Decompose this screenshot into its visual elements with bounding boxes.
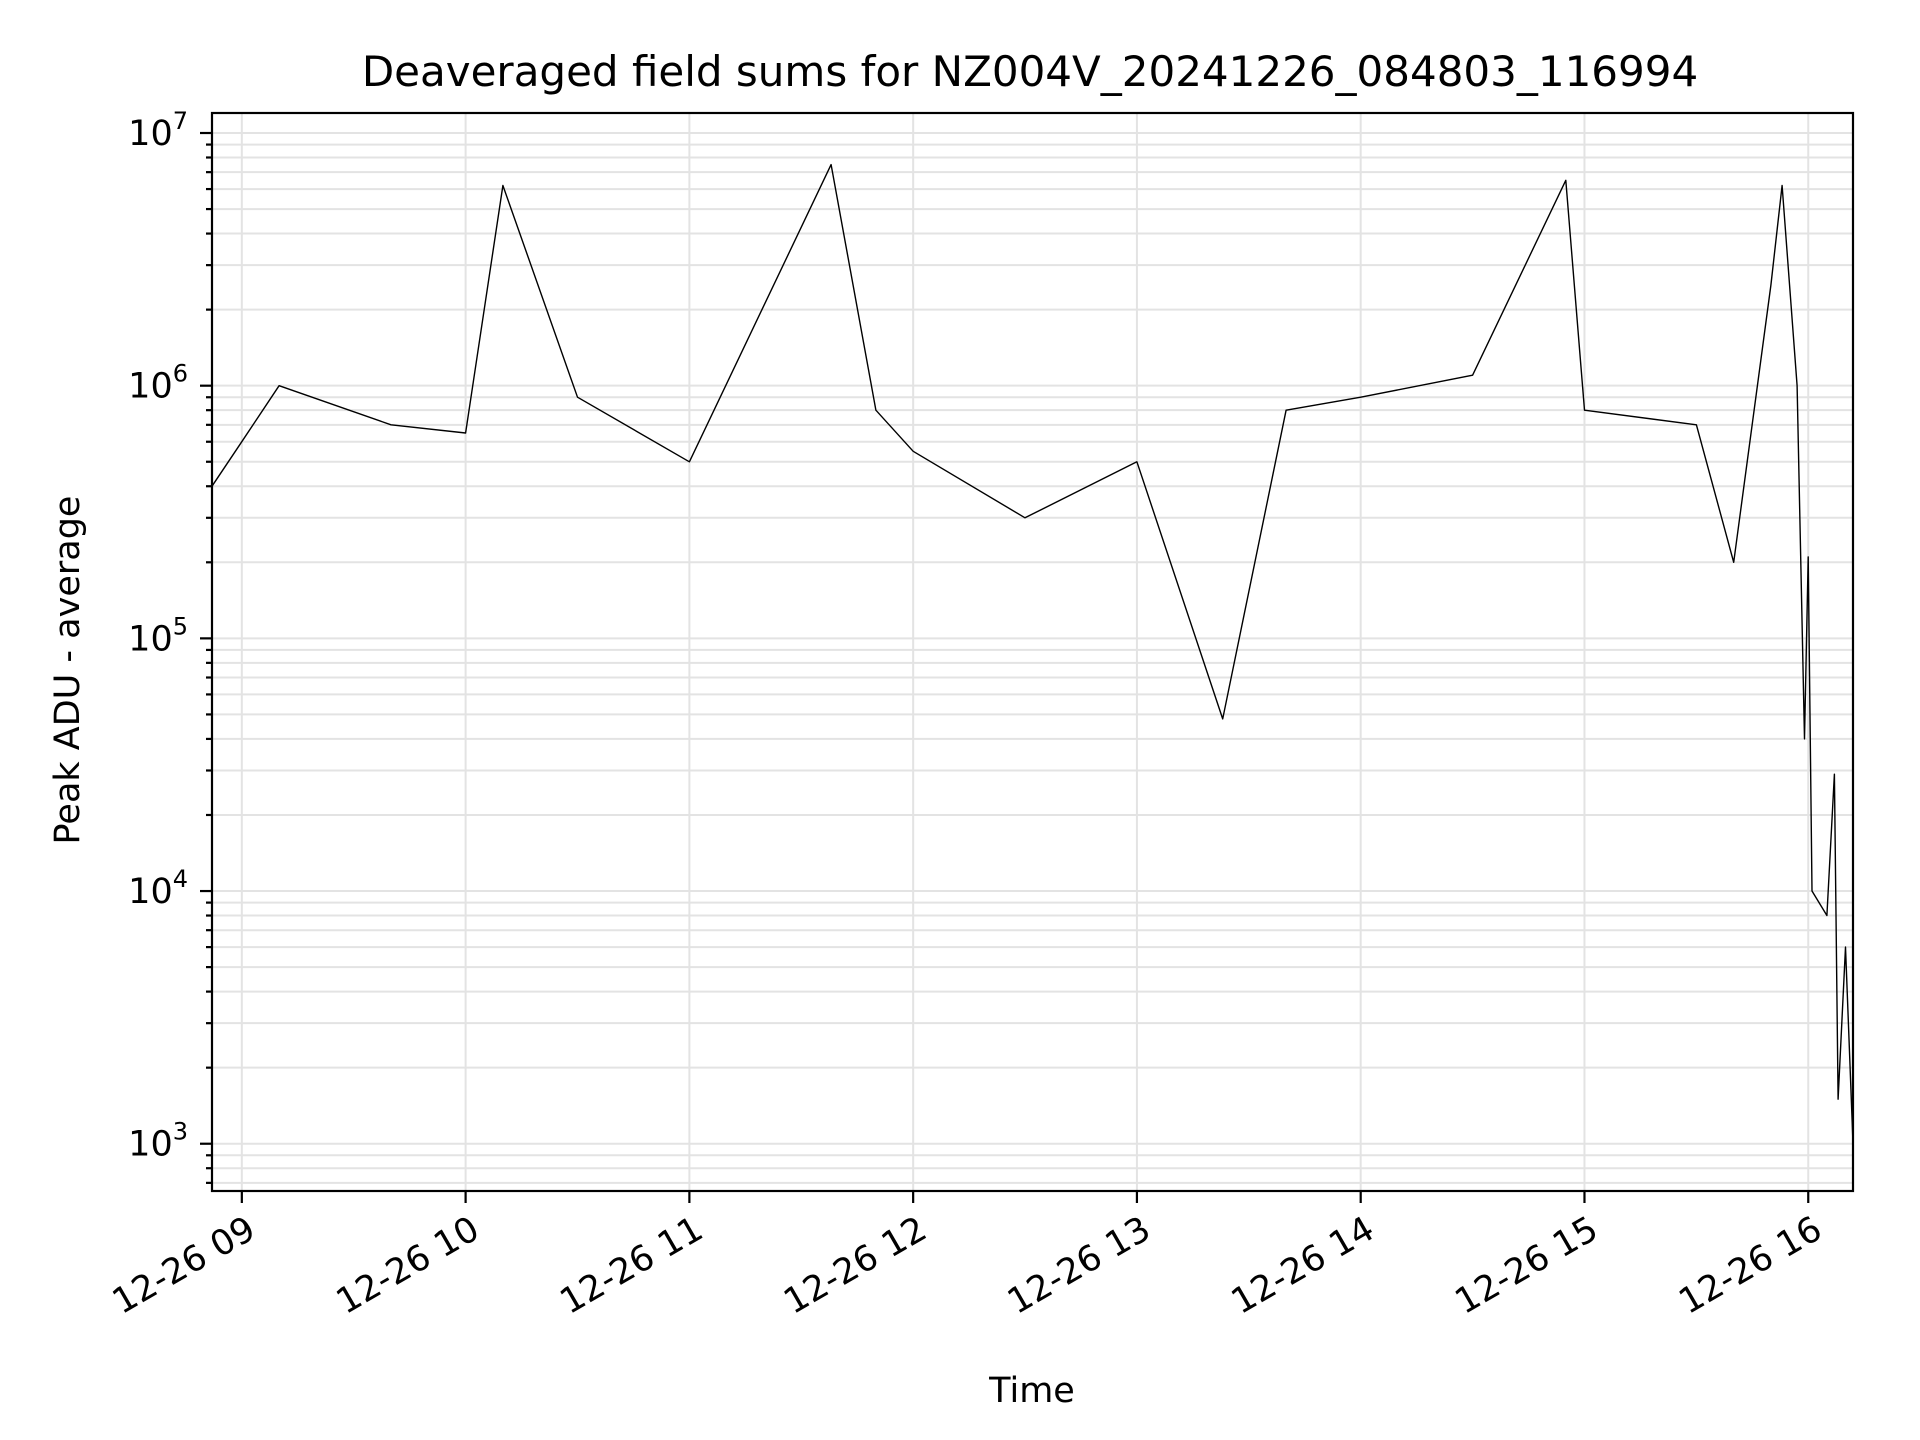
series-layer bbox=[211, 163, 1854, 1144]
plot-frame bbox=[210, 111, 1855, 1193]
y-tick-label: 105 bbox=[128, 612, 188, 659]
y-axis-label: Peak ADU - average bbox=[48, 496, 88, 845]
grid bbox=[212, 113, 1853, 1191]
y-tick-label: 104 bbox=[128, 865, 188, 912]
series-line bbox=[211, 163, 1854, 1144]
y-tick-label: 107 bbox=[128, 107, 188, 154]
y-tick-label: 106 bbox=[128, 360, 188, 407]
chart-title: Deaveraged field sums for NZ004V_2024122… bbox=[362, 47, 1698, 96]
y-tick-label: 103 bbox=[128, 1118, 188, 1165]
x-axis-label: Time bbox=[988, 1371, 1075, 1411]
